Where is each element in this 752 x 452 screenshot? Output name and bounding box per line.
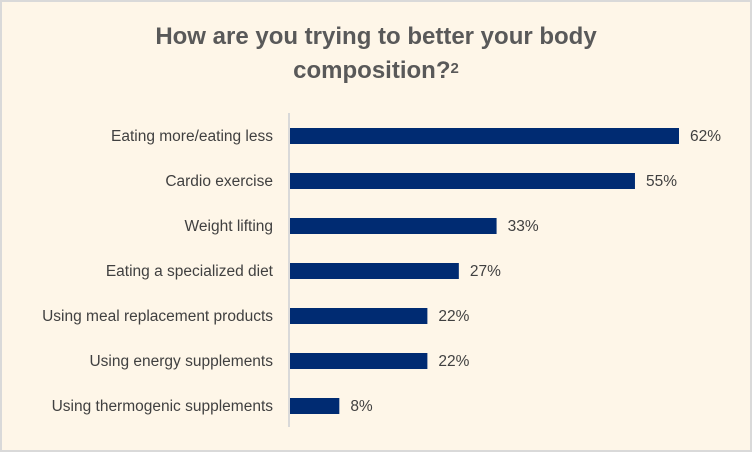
data-label: 62% [690,128,721,145]
data-label: 55% [646,173,677,190]
data-label: 33% [508,218,539,235]
bar [289,398,340,414]
category-label: Weight lifting [185,218,273,235]
bar [289,218,497,234]
chart-title-line1: How are you trying to better your body [155,23,597,50]
chart-title-line2: composition?2 [2,54,750,88]
data-label: 22% [438,353,469,370]
category-label: Using energy supplements [89,353,273,370]
category-label: Using meal replacement products [42,308,273,325]
bar [289,128,679,144]
bar [289,308,428,324]
category-label: Using thermogenic supplements [52,398,274,415]
data-label: 8% [350,398,373,415]
title-superscript: 2 [450,60,459,77]
data-label: 22% [438,308,469,325]
category-label: Eating a specialized diet [106,263,274,280]
category-label: Cardio exercise [165,173,273,190]
bar [289,263,459,279]
bar [289,173,635,189]
chart-title-text: composition? [293,57,451,84]
data-label: 27% [470,263,501,280]
bar [289,353,428,369]
category-label: Eating more/eating less [111,128,273,145]
chart-title: How are you trying to better your body c… [2,20,750,88]
